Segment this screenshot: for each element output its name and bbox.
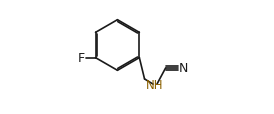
Text: N: N	[179, 62, 188, 75]
Text: NH: NH	[146, 78, 164, 91]
Text: F: F	[78, 52, 85, 65]
